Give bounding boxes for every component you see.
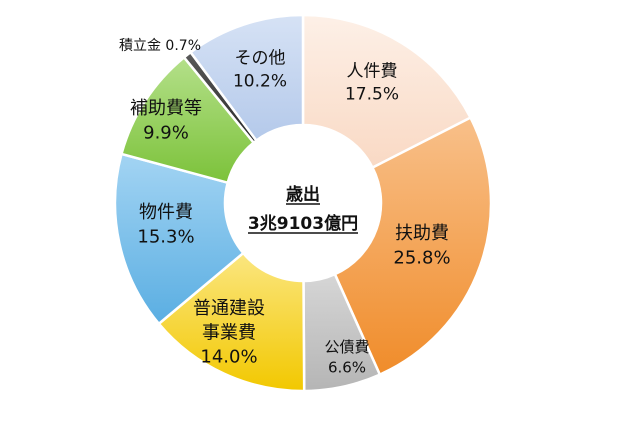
slice-percent-2: 25.8%	[393, 247, 450, 268]
slice-percent-3: 6.6%	[328, 358, 366, 376]
slice-1	[301, 13, 473, 170]
slice-4	[157, 251, 306, 393]
slice-5	[113, 152, 245, 326]
slice-percent-8: 10.2%	[233, 71, 287, 91]
slice-label-4: 普通建設	[193, 298, 265, 319]
slice-label-6: 補助費等	[130, 98, 202, 119]
slice-label-1: 人件費	[347, 61, 398, 81]
slice-percent-4: 14.0%	[200, 347, 257, 368]
slice-percent-6: 9.9%	[143, 122, 189, 143]
slice-8	[188, 13, 305, 143]
slice-percent-1: 17.5%	[345, 84, 399, 104]
slice-2	[333, 115, 493, 377]
slice-percent-5: 15.3%	[137, 226, 194, 247]
slice-label-7: 積立金 0.7%	[119, 38, 201, 54]
slice-label-8: その他	[235, 48, 286, 68]
slice-label-5: 物件費	[139, 202, 193, 223]
center-title: 歳出	[286, 184, 320, 205]
slice-label-2: 扶助費	[395, 223, 449, 244]
center-total: 3兆9103億円	[248, 213, 358, 234]
slice-label-3: 公債費	[324, 338, 369, 356]
slice-label-4: 事業費	[202, 322, 256, 343]
